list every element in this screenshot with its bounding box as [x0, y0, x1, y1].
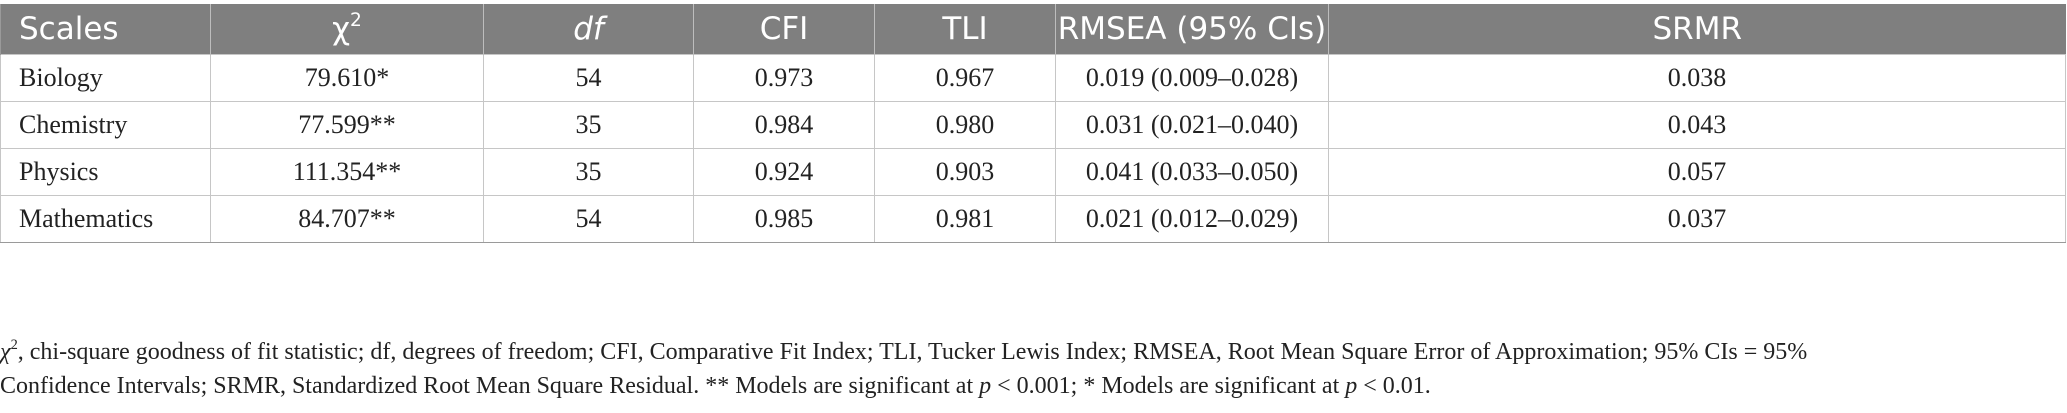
table-footnote: χ2, chi-square goodness of fit statistic…	[0, 335, 2060, 403]
footnote-chi-superscript: 2	[10, 336, 18, 353]
header-rmsea: RMSEA (95% CIs)	[1055, 4, 1329, 55]
cell-df: 35	[483, 101, 694, 149]
cell-df: 54	[483, 195, 694, 243]
header-scales: Scales	[0, 4, 211, 55]
header-df: df	[483, 4, 694, 55]
footnote-p-value-2: p	[1345, 373, 1358, 399]
chi-superscript: 2	[350, 9, 362, 31]
cell-tli: 0.980	[874, 101, 1056, 149]
fit-indices-table: Scales χ2 df CFI TLI RMSEA (95% CIs) SRM…	[0, 4, 2066, 243]
cell-tli: 0.903	[874, 148, 1056, 196]
cell-cfi: 0.985	[693, 195, 875, 243]
cell-tli: 0.981	[874, 195, 1056, 243]
cell-srmr: 0.038	[1328, 54, 2066, 102]
header-chi-square: χ2	[210, 4, 484, 55]
cell-chi-square: 111.354**	[210, 148, 484, 196]
footnote-text-2c: < 0.01.	[1357, 373, 1431, 399]
chi-symbol: χ	[332, 11, 351, 47]
header-cfi: CFI	[693, 4, 875, 55]
cell-cfi: 0.984	[693, 101, 875, 149]
cell-chi-square: 84.707**	[210, 195, 484, 243]
cell-cfi: 0.973	[693, 54, 875, 102]
table-row: Chemistry 77.599** 35 0.984 0.980 0.031 …	[0, 101, 2066, 149]
table-body: Biology 79.610* 54 0.973 0.967 0.019 (0.…	[0, 54, 2066, 243]
cell-rmsea: 0.031 (0.021–0.040)	[1055, 101, 1329, 149]
cell-df: 35	[483, 148, 694, 196]
header-srmr: SRMR	[1328, 4, 2066, 55]
cell-srmr: 0.057	[1328, 148, 2066, 196]
cell-scale: Biology	[0, 54, 211, 102]
cell-rmsea: 0.041 (0.033–0.050)	[1055, 148, 1329, 196]
footnote-text-2b: < 0.001; * Models are significant at	[991, 373, 1346, 399]
fit-indices-table-container: Scales χ2 df CFI TLI RMSEA (95% CIs) SRM…	[0, 4, 2066, 243]
cell-cfi: 0.924	[693, 148, 875, 196]
footnote-line-1: χ2, chi-square goodness of fit statistic…	[0, 335, 2060, 369]
header-row: Scales χ2 df CFI TLI RMSEA (95% CIs) SRM…	[0, 4, 2066, 55]
cell-chi-square: 79.610*	[210, 54, 484, 102]
footnote-chi-symbol: χ	[0, 339, 11, 365]
cell-tli: 0.967	[874, 54, 1056, 102]
cell-srmr: 0.043	[1328, 101, 2066, 149]
cell-scale: Mathematics	[0, 195, 211, 243]
table-row: Physics 111.354** 35 0.924 0.903 0.041 (…	[0, 148, 2066, 196]
cell-scale: Chemistry	[0, 101, 211, 149]
footnote-p-value-1: p	[979, 373, 992, 399]
footnote-text-1: , chi-square goodness of fit statistic; …	[17, 339, 1808, 365]
table-row: Mathematics 84.707** 54 0.985 0.981 0.02…	[0, 195, 2066, 243]
cell-rmsea: 0.021 (0.012–0.029)	[1055, 195, 1329, 243]
cell-rmsea: 0.019 (0.009–0.028)	[1055, 54, 1329, 102]
cell-chi-square: 77.599**	[210, 101, 484, 149]
table-row: Biology 79.610* 54 0.973 0.967 0.019 (0.…	[0, 54, 2066, 102]
footnote-text-2a: Confidence Intervals; SRMR, Standardized…	[0, 373, 980, 399]
cell-scale: Physics	[0, 148, 211, 196]
cell-df: 54	[483, 54, 694, 102]
footnote-line-2: Confidence Intervals; SRMR, Standardized…	[0, 369, 2060, 403]
table-header: Scales χ2 df CFI TLI RMSEA (95% CIs) SRM…	[0, 4, 2066, 55]
cell-srmr: 0.037	[1328, 195, 2066, 243]
header-tli: TLI	[874, 4, 1056, 55]
